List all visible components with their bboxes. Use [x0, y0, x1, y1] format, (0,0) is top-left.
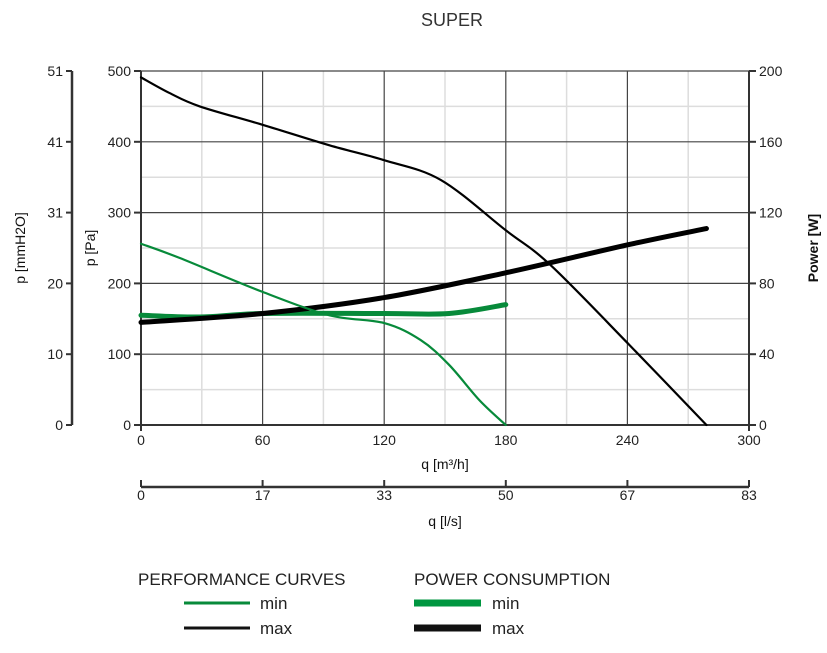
x2-tick-label: 0	[137, 487, 145, 503]
x-tick-label: 120	[373, 432, 397, 448]
legend-power-title: POWER CONSUMPTION	[414, 570, 610, 589]
x-tick-label: 300	[737, 432, 761, 448]
y-outer-tick-label: 31	[47, 205, 63, 221]
y-right-tick-label: 0	[759, 417, 767, 433]
y-tick-label: 300	[108, 205, 132, 221]
x-tick-label: 60	[255, 432, 271, 448]
y-left-axis-label: p [Pa]	[82, 230, 98, 267]
x2-tick-label: 83	[741, 487, 757, 503]
y-outer-tick-label: 41	[47, 134, 63, 150]
legend-power-max-label: max	[492, 619, 525, 638]
y-tick-label: 500	[108, 63, 132, 79]
x-tick-label: 240	[616, 432, 640, 448]
y-tick-label: 100	[108, 346, 132, 362]
y-tick-label: 400	[108, 134, 132, 150]
x2-tick-label: 17	[255, 487, 271, 503]
y-outer-axis-label: p [mmH2O]	[12, 212, 28, 284]
y-right-tick-label: 160	[759, 134, 783, 150]
y-outer-tick-label: 20	[47, 275, 63, 291]
x2-tick-label: 67	[620, 487, 636, 503]
x-tick-label: 0	[137, 432, 145, 448]
y-right-tick-label: 120	[759, 205, 783, 221]
legend-power-min-label: min	[492, 594, 519, 613]
y-outer-tick-label: 51	[47, 63, 63, 79]
x2-tick-label: 50	[498, 487, 514, 503]
legend-perf-min-label: min	[260, 594, 287, 613]
chart-title: SUPER	[421, 10, 483, 30]
y-right-axis-label: Power [W]	[805, 214, 821, 282]
y-tick-label: 0	[123, 417, 131, 433]
y-tick-label: 200	[108, 275, 132, 291]
legend-perf-max-label: max	[260, 619, 293, 638]
performance-max-curve	[139, 76, 708, 427]
performance-min-curve	[139, 242, 507, 427]
y-right-tick-label: 80	[759, 275, 775, 291]
x2-axis-label: q [l/s]	[428, 513, 461, 529]
legend-performance-title: PERFORMANCE CURVES	[138, 570, 346, 589]
x2-tick-label: 33	[376, 487, 392, 503]
x-tick-label: 180	[494, 432, 518, 448]
y-outer-tick-label: 0	[55, 417, 63, 433]
x-axis-label: q [m³/h]	[421, 456, 468, 472]
y-right-tick-label: 40	[759, 346, 775, 362]
legend: PERFORMANCE CURVES min max POWER CONSUMP…	[138, 570, 610, 638]
y-right-tick-label: 200	[759, 63, 783, 79]
y-outer-tick-label: 10	[47, 346, 63, 362]
power-max-curve	[138, 226, 709, 325]
